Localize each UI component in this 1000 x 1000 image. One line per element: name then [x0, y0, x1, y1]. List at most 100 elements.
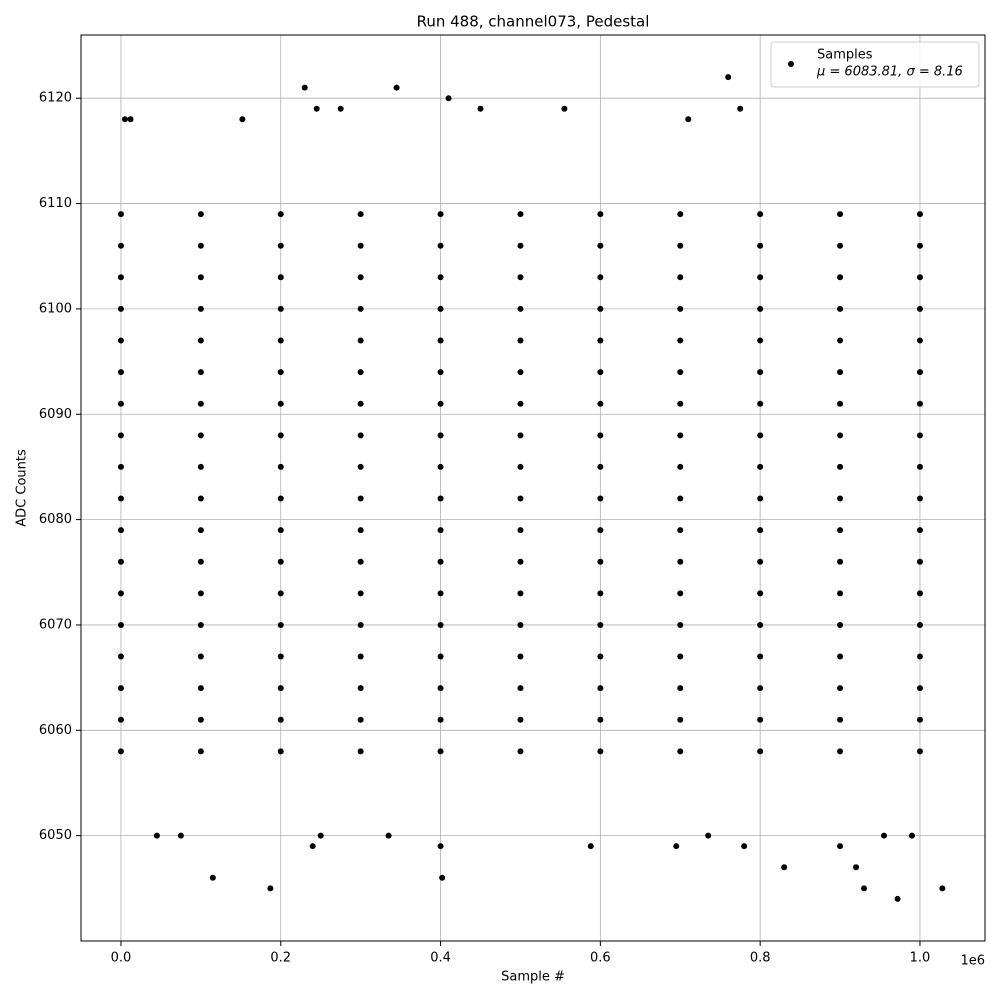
point — [677, 242, 684, 249]
point — [757, 621, 764, 628]
point — [677, 558, 684, 565]
point — [197, 685, 204, 692]
point — [117, 685, 124, 692]
point — [437, 463, 444, 470]
point — [837, 274, 844, 281]
point — [117, 716, 124, 723]
point — [837, 843, 844, 850]
point — [517, 495, 524, 502]
point — [916, 716, 923, 723]
point — [437, 748, 444, 755]
point — [357, 685, 364, 692]
point — [677, 463, 684, 470]
point — [357, 369, 364, 376]
point — [916, 685, 923, 692]
point — [673, 843, 680, 850]
point — [597, 685, 604, 692]
point — [117, 211, 124, 218]
point — [517, 685, 524, 692]
point — [393, 84, 400, 91]
point — [757, 527, 764, 534]
point — [517, 337, 524, 344]
point — [597, 274, 604, 281]
point — [517, 211, 524, 218]
point — [117, 337, 124, 344]
point — [597, 432, 604, 439]
point — [357, 337, 364, 344]
point — [916, 211, 923, 218]
point — [437, 400, 444, 407]
point — [517, 400, 524, 407]
point — [301, 84, 308, 91]
point — [437, 716, 444, 723]
point — [757, 653, 764, 660]
point — [477, 105, 484, 112]
point — [741, 843, 748, 850]
point — [916, 305, 923, 312]
legend-box — [770, 41, 980, 88]
y-tick-label: 6070 — [39, 617, 72, 632]
point — [757, 716, 764, 723]
x-tick-label: 0.6 — [590, 951, 611, 966]
point — [757, 211, 764, 218]
point — [117, 495, 124, 502]
point — [117, 369, 124, 376]
point — [517, 558, 524, 565]
point — [677, 685, 684, 692]
point — [197, 305, 204, 312]
point — [517, 653, 524, 660]
point — [197, 716, 204, 723]
point — [177, 832, 184, 839]
point — [837, 621, 844, 628]
point — [597, 716, 604, 723]
point — [837, 495, 844, 502]
point — [561, 105, 568, 112]
point — [317, 832, 324, 839]
point — [357, 400, 364, 407]
point — [437, 495, 444, 502]
point — [677, 716, 684, 723]
legend-stats: μ = 6083.81, σ = 8.16 — [816, 65, 963, 80]
point — [309, 843, 316, 850]
point — [517, 305, 524, 312]
point — [677, 305, 684, 312]
point — [357, 305, 364, 312]
point — [117, 242, 124, 249]
point — [117, 653, 124, 660]
y-tick-label: 6120 — [39, 91, 72, 106]
point — [357, 211, 364, 218]
x-tick-label: 0.8 — [750, 951, 771, 966]
point — [277, 337, 284, 344]
point — [837, 305, 844, 312]
point — [757, 748, 764, 755]
chart-title: Run 488, channel073, Pedestal — [417, 13, 650, 31]
point — [437, 558, 444, 565]
point — [517, 527, 524, 534]
point — [908, 832, 915, 839]
point — [757, 305, 764, 312]
point — [837, 685, 844, 692]
point — [916, 748, 923, 755]
point — [337, 105, 344, 112]
point — [197, 463, 204, 470]
point — [277, 274, 284, 281]
point — [517, 242, 524, 249]
point — [437, 527, 444, 534]
point — [916, 274, 923, 281]
point — [117, 400, 124, 407]
point — [267, 885, 274, 892]
point — [209, 874, 216, 881]
point — [677, 495, 684, 502]
point — [277, 716, 284, 723]
point — [757, 337, 764, 344]
point — [117, 590, 124, 597]
y-axis-label: ADC Counts — [15, 449, 30, 527]
point — [277, 432, 284, 439]
point — [597, 369, 604, 376]
point — [757, 558, 764, 565]
point — [837, 369, 844, 376]
point — [239, 116, 246, 123]
y-tick-label: 6090 — [39, 407, 72, 422]
point — [597, 463, 604, 470]
